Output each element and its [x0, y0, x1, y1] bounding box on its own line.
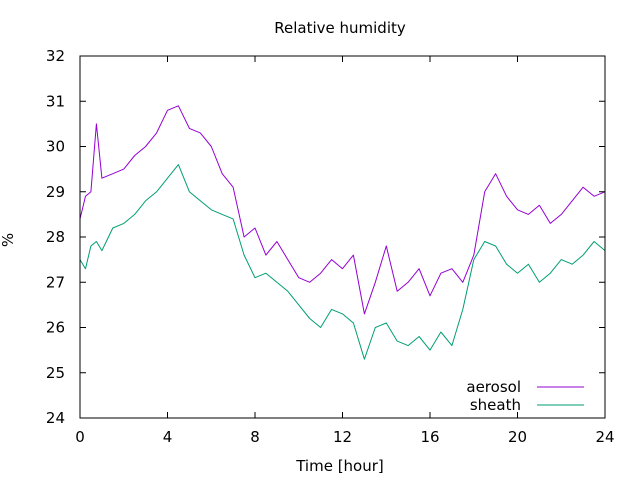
y-tick-label: 26 [46, 319, 65, 337]
x-axis-label: Time [hour] [295, 457, 384, 475]
y-tick-label: 32 [46, 47, 65, 65]
x-tick-label: 20 [508, 428, 527, 446]
x-tick-label: 16 [420, 428, 439, 446]
y-axis-label: % [0, 233, 17, 247]
series-line-sheath [79, 164, 606, 360]
x-tick-label: 24 [595, 428, 614, 446]
y-tick-label: 24 [46, 409, 65, 427]
x-tick-label: 4 [163, 428, 173, 446]
legend-label-sheath: sheath [470, 396, 521, 414]
y-tick-label: 29 [46, 183, 65, 201]
legend-label-aerosol: aerosol [466, 378, 521, 396]
y-tick-label: 31 [46, 92, 65, 110]
y-tick-label: 25 [46, 364, 65, 382]
x-tick-label: 12 [333, 428, 352, 446]
x-tick-label: 0 [75, 428, 85, 446]
axis-ticks: 0 4 8 12 16 20 24 24 25 26 27 28 29 30 31 32 [46, 47, 615, 446]
plot-frame [79, 55, 606, 419]
y-tick-label: 30 [46, 138, 65, 156]
series-layer [79, 105, 606, 360]
y-tick-label: 27 [46, 273, 65, 291]
series-line-aerosol [79, 105, 606, 315]
y-tick-label: 28 [46, 228, 65, 246]
chart-title: Relative humidity [274, 19, 406, 37]
x-tick-label: 8 [250, 428, 260, 446]
